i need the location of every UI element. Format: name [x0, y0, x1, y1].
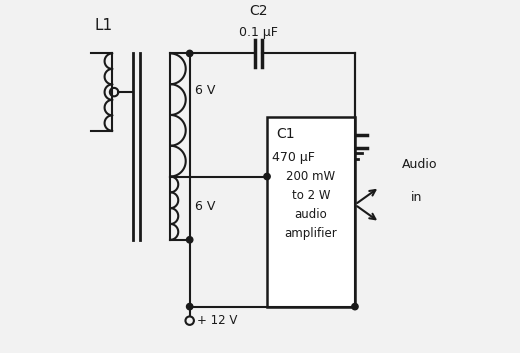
Text: 6 V: 6 V	[195, 200, 215, 213]
Text: L1: L1	[95, 18, 113, 33]
Bar	[267, 117, 355, 307]
Text: 6 V: 6 V	[195, 84, 215, 97]
Text: Audio: Audio	[402, 158, 438, 171]
Circle shape	[187, 304, 193, 310]
Text: in: in	[411, 191, 423, 204]
Text: 0.1 μF: 0.1 μF	[239, 26, 278, 39]
Circle shape	[352, 304, 358, 310]
Text: + 12 V: + 12 V	[197, 314, 237, 327]
Text: C1: C1	[276, 127, 294, 141]
Circle shape	[187, 50, 193, 56]
Text: 200 mW
to 2 W
audio
amplifier: 200 mW to 2 W audio amplifier	[284, 170, 337, 240]
Text: 470 μF: 470 μF	[272, 151, 315, 164]
Circle shape	[187, 237, 193, 243]
Text: C2: C2	[249, 4, 267, 18]
Circle shape	[264, 173, 270, 180]
